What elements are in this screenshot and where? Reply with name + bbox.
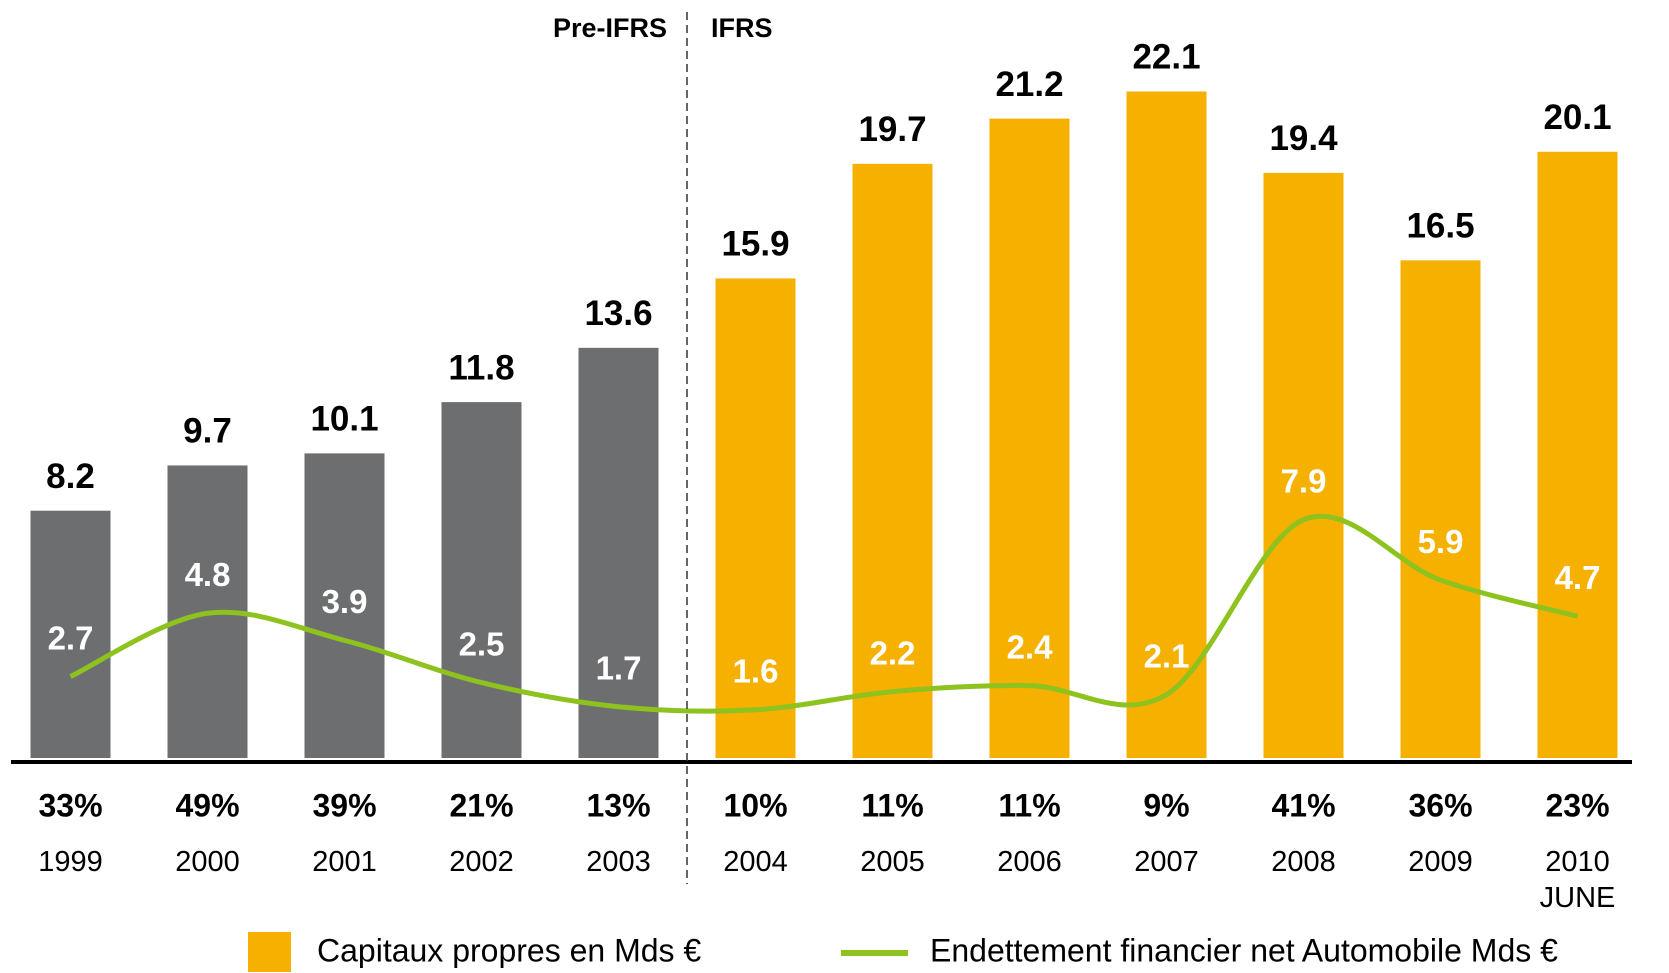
x-tick-label: 1999	[38, 846, 103, 878]
bar	[304, 453, 385, 758]
bar-value-label: 13.6	[584, 294, 652, 333]
bar-value-label: 15.9	[721, 225, 789, 264]
bar	[30, 510, 111, 758]
legend-label: Capitaux propres en Mds €	[317, 932, 701, 968]
x-tick-label: 2000	[175, 846, 240, 878]
ratio-label: 39%	[312, 787, 376, 823]
x-tick-label: 2002	[449, 846, 514, 878]
bar	[715, 278, 796, 758]
line-value-label: 2.5	[459, 625, 505, 662]
bar-value-label: 21.2	[995, 65, 1063, 104]
line-value-label: 2.4	[1007, 628, 1054, 665]
bar	[578, 347, 659, 758]
bar	[989, 118, 1070, 758]
bar-value-label: 19.4	[1269, 119, 1338, 158]
bar	[441, 402, 522, 758]
line-value-label: 1.7	[596, 649, 642, 686]
bar	[1537, 151, 1618, 758]
ratio-label: 10%	[723, 787, 787, 823]
line-value-label: 2.2	[870, 634, 916, 671]
bar-value-label: 9.7	[183, 412, 232, 451]
x-tick-label: 2009	[1408, 846, 1473, 878]
line-value-label: 5.9	[1418, 523, 1464, 560]
line-value-label: 4.7	[1555, 559, 1601, 596]
legend-swatch	[248, 932, 291, 972]
annotation: IFRS	[711, 13, 773, 43]
bar-value-label: 11.8	[448, 348, 514, 387]
x-tick-label: 2005	[860, 846, 925, 878]
bar-value-label: 16.5	[1406, 207, 1474, 246]
legend-label: Endettement financier net Automobile Mds…	[930, 932, 1558, 968]
ratio-label: 11%	[861, 787, 923, 823]
bar	[1126, 91, 1207, 759]
bar-value-label: 19.7	[858, 110, 926, 149]
bar-value-label: 8.2	[46, 457, 95, 496]
x-tick-label: 2003	[586, 846, 651, 878]
x-tick-label: 2010 JUNE	[1539, 846, 1616, 914]
ratio-label: 41%	[1271, 787, 1335, 823]
x-tick-label: 2007	[1134, 846, 1199, 878]
line-value-label: 2.1	[1144, 637, 1190, 674]
ratio-label: 13%	[586, 787, 650, 823]
x-tick-label: 2001	[312, 846, 377, 878]
bar	[1400, 260, 1481, 758]
x-tick-label: 2006	[997, 846, 1062, 878]
ratio-label: 21%	[449, 787, 513, 823]
line-value-label: 2.7	[48, 619, 94, 656]
ratio-label: 11%	[998, 787, 1060, 823]
bar	[1263, 172, 1344, 758]
x-tick-label: 2004	[723, 846, 788, 878]
bar-value-label: 20.1	[1543, 98, 1611, 137]
ratio-label: 23%	[1545, 787, 1609, 823]
line-value-label: 3.9	[322, 583, 368, 620]
ratio-label: 36%	[1408, 787, 1472, 823]
annotation: Pre-IFRS	[553, 13, 667, 43]
bar	[852, 163, 933, 758]
ratio-label: 49%	[175, 787, 239, 823]
bar-value-label: 10.1	[310, 400, 378, 439]
line-value-label: 1.6	[733, 652, 779, 689]
ratio-label: 9%	[1143, 787, 1189, 823]
bar-value-label: 22.1	[1132, 38, 1200, 77]
line-value-label: 7.9	[1281, 462, 1327, 499]
x-tick-label: 2008	[1271, 846, 1336, 878]
ratio-label: 33%	[38, 787, 102, 823]
line	[69, 513, 1579, 714]
line-value-label: 4.8	[185, 556, 231, 593]
